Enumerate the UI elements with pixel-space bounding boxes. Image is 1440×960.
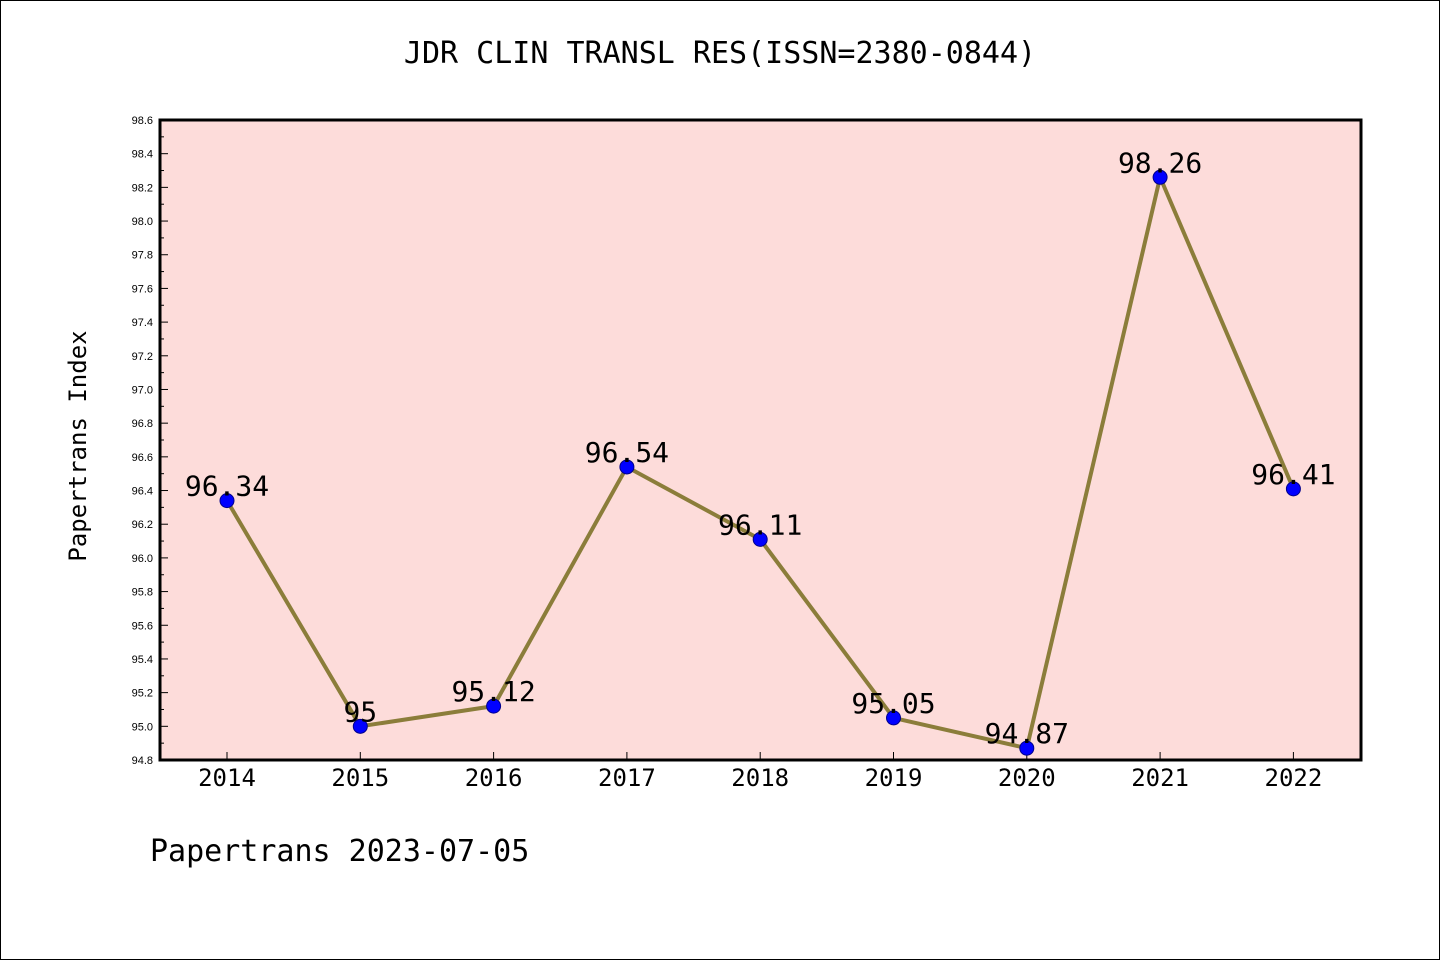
y-tick-label: 95.6 xyxy=(132,620,153,632)
y-tick-label: 97.4 xyxy=(132,317,153,329)
data-point xyxy=(1285,481,1301,497)
y-tick-label: 95.0 xyxy=(132,721,153,733)
data-point xyxy=(219,493,235,509)
y-tick-label: 96.6 xyxy=(132,452,153,464)
y-tick-label: 96.4 xyxy=(132,486,153,498)
y-tick-label: 96.8 xyxy=(132,418,153,430)
y-tick-label: 98.0 xyxy=(132,216,153,228)
data-labels: 96.34 95 95.12 96.54 96.11 95.05 94.87 98.26 96.… xyxy=(185,146,1336,750)
y-tick-label: 97.6 xyxy=(132,283,153,295)
data-label: 95.05 xyxy=(851,687,935,720)
x-tick-label: 2018 xyxy=(731,764,789,792)
y-tick-label: 98.4 xyxy=(132,149,153,161)
chart-title: JDR CLIN TRANSL RES(ISSN=2380-0844) xyxy=(403,36,1037,71)
data-label: 96.54 xyxy=(585,436,669,469)
data-label: 96.11 xyxy=(718,508,802,541)
y-axis-ticks: 94.8 95.0 95.2 95.4 95.6 95.8 96.0 96.2 96.4 96.6… xyxy=(132,115,168,767)
data-points xyxy=(219,169,1301,756)
footer-text: Papertrans 2023-07-05 xyxy=(150,834,530,869)
plot-area xyxy=(160,120,1361,760)
data-label: 95 xyxy=(343,695,377,728)
x-tick-label: 2014 xyxy=(198,764,256,792)
y-tick-label: 98.6 xyxy=(132,115,153,127)
x-tick-label: 2017 xyxy=(598,764,656,792)
plot-border xyxy=(158,118,1363,762)
data-point xyxy=(352,718,368,734)
x-axis-ticks: 2014 2015 2016 2017 2018 2019 2020 2021 2022 xyxy=(198,752,1322,792)
x-tick-label: 2015 xyxy=(331,764,389,792)
data-label: 98.26 xyxy=(1118,146,1202,179)
x-tick-label: 2016 xyxy=(465,764,523,792)
y-tick-label: 97.0 xyxy=(132,384,153,396)
data-point xyxy=(886,710,901,726)
x-tick-label: 2020 xyxy=(998,764,1056,792)
y-tick-label: 95.4 xyxy=(132,654,153,666)
data-point xyxy=(752,531,768,547)
y-tick-label: 96.2 xyxy=(132,519,153,531)
data-point xyxy=(619,459,635,475)
data-point xyxy=(1152,169,1168,185)
y-tick-label: 97.8 xyxy=(132,250,153,262)
data-label: 95.12 xyxy=(451,675,535,708)
y-tick-label: 96.0 xyxy=(132,553,153,565)
data-point xyxy=(1019,740,1035,756)
y-tick-label: 97.2 xyxy=(132,351,153,363)
y-tick-label: 94.8 xyxy=(132,755,153,767)
x-tick-label: 2021 xyxy=(1131,764,1189,792)
y-tick-label: 98.2 xyxy=(132,182,153,194)
data-label: 96.34 xyxy=(185,470,269,503)
data-label: 96.41 xyxy=(1251,458,1335,491)
x-tick-label: 2022 xyxy=(1265,764,1323,792)
data-label: 94.87 xyxy=(985,717,1069,750)
x-tick-label: 2019 xyxy=(865,764,923,792)
data-point xyxy=(486,698,502,714)
y-tick-label: 95.8 xyxy=(132,587,153,599)
y-tick-label: 95.2 xyxy=(132,688,153,700)
